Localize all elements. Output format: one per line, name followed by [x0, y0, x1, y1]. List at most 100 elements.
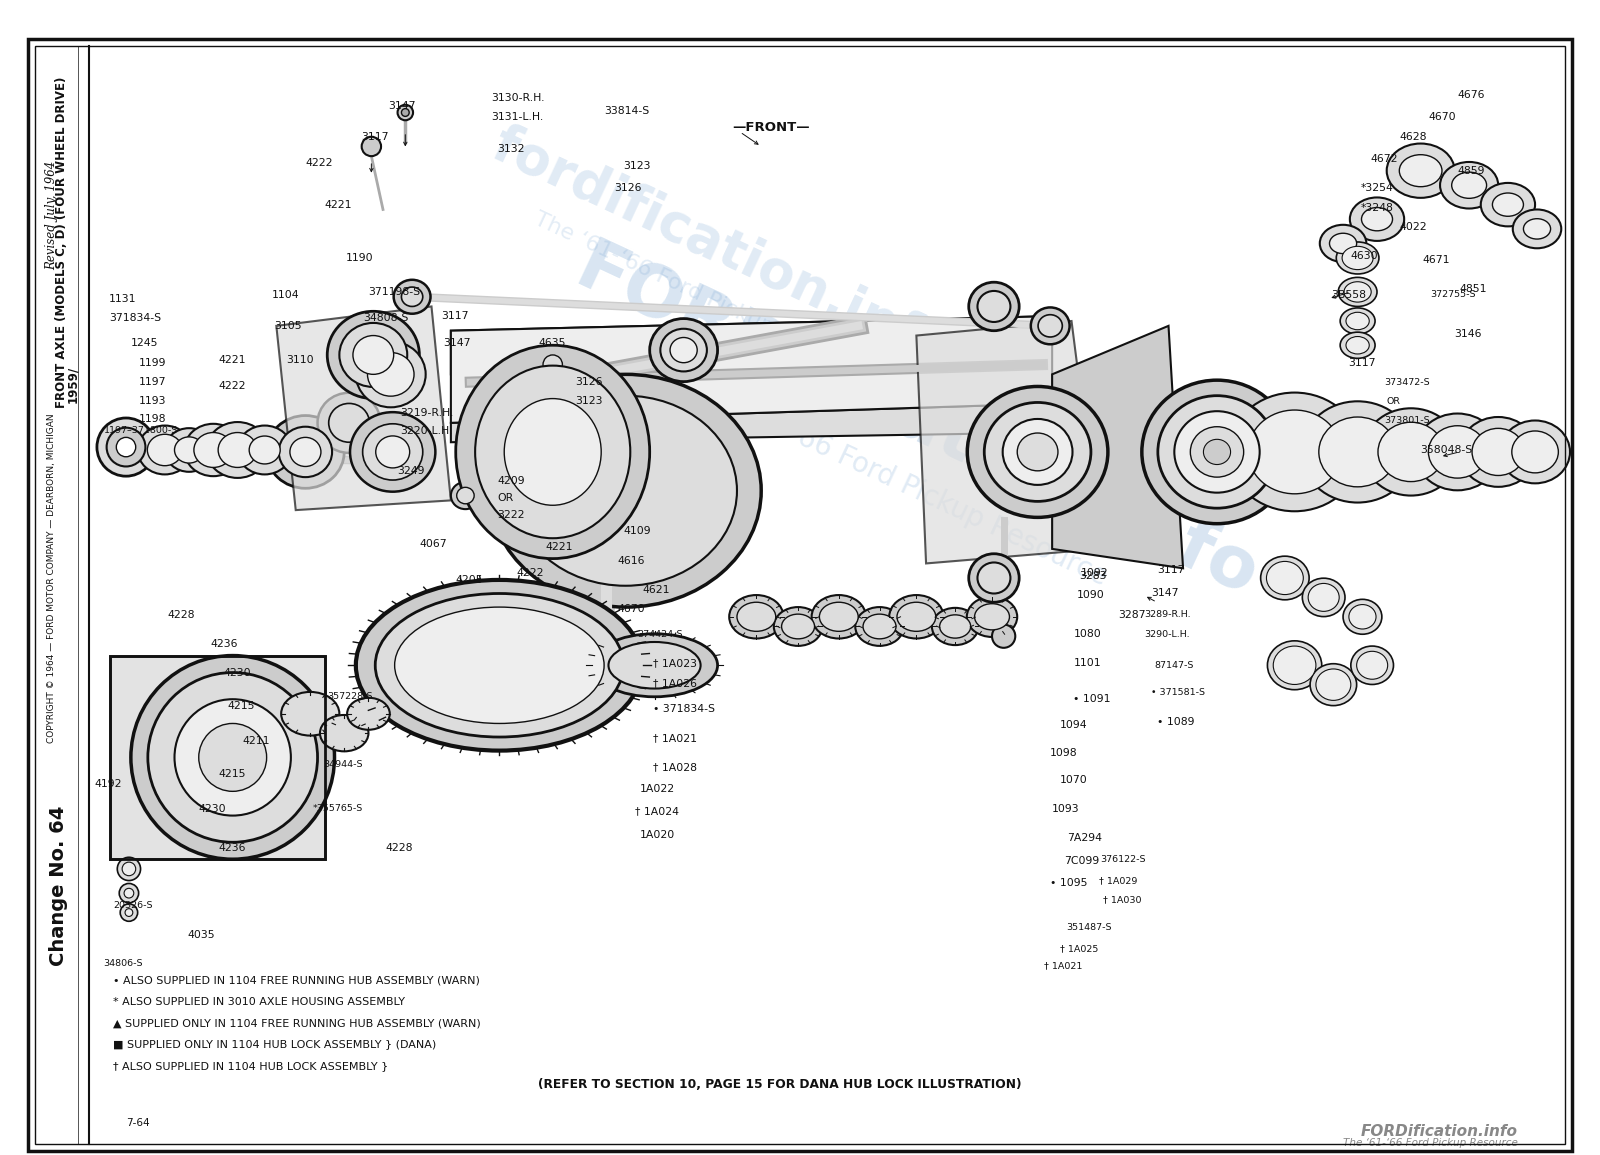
- Ellipse shape: [898, 602, 936, 632]
- Ellipse shape: [1248, 410, 1341, 494]
- Text: 1080: 1080: [1074, 629, 1101, 639]
- Text: 4230: 4230: [222, 668, 251, 678]
- Ellipse shape: [1357, 651, 1387, 679]
- Ellipse shape: [931, 608, 979, 646]
- Text: 3249: 3249: [397, 467, 426, 476]
- Text: 1101: 1101: [1074, 658, 1101, 669]
- Text: † 1A026: † 1A026: [653, 678, 696, 687]
- Ellipse shape: [1346, 336, 1370, 353]
- Text: † 1A029: † 1A029: [1099, 875, 1138, 885]
- Ellipse shape: [184, 424, 242, 476]
- Text: 1093: 1093: [1053, 804, 1080, 814]
- Ellipse shape: [1493, 193, 1523, 216]
- Ellipse shape: [339, 323, 408, 387]
- Text: OR: OR: [1387, 397, 1400, 407]
- Text: 4022: 4022: [1400, 222, 1427, 232]
- Text: COPYRIGHT © 1964 — FORD MOTOR COMPANY — DEARBORN, MICHIGAN: COPYRIGHT © 1964 — FORD MOTOR COMPANY — …: [46, 413, 56, 743]
- Ellipse shape: [1038, 314, 1062, 337]
- Ellipse shape: [1142, 380, 1293, 523]
- Text: 3123: 3123: [624, 161, 651, 171]
- Text: ■ SUPPLIED ONLY IN 1104 HUB LOCK ASSEMBLY } (DANA): ■ SUPPLIED ONLY IN 1104 HUB LOCK ASSEMBL…: [114, 1040, 437, 1050]
- Ellipse shape: [147, 672, 317, 842]
- Text: † ALSO SUPPLIED IN 1104 HUB LOCK ASSEMBLY }: † ALSO SUPPLIED IN 1104 HUB LOCK ASSEMBL…: [114, 1060, 389, 1071]
- Ellipse shape: [1310, 664, 1357, 706]
- Text: 87147-S: 87147-S: [1154, 661, 1194, 670]
- Circle shape: [117, 857, 141, 880]
- Ellipse shape: [1315, 669, 1350, 700]
- Text: 3117: 3117: [1157, 565, 1184, 575]
- Ellipse shape: [1318, 417, 1397, 487]
- Text: † 1A024: † 1A024: [635, 806, 678, 815]
- Ellipse shape: [1003, 419, 1072, 485]
- Ellipse shape: [1387, 143, 1454, 198]
- Text: 7A294: 7A294: [1067, 833, 1102, 843]
- Ellipse shape: [670, 337, 698, 363]
- Text: 4228: 4228: [168, 610, 195, 620]
- Ellipse shape: [939, 614, 971, 638]
- Text: 3105: 3105: [274, 321, 302, 330]
- Ellipse shape: [1346, 312, 1370, 329]
- Text: FORDification.info: FORDification.info: [1360, 1124, 1518, 1139]
- Ellipse shape: [218, 432, 258, 468]
- Text: 4671: 4671: [1422, 255, 1450, 264]
- Text: 351487-S: 351487-S: [1067, 923, 1112, 932]
- Ellipse shape: [514, 396, 738, 586]
- Ellipse shape: [819, 602, 858, 632]
- Circle shape: [107, 427, 146, 467]
- Polygon shape: [277, 306, 451, 511]
- Text: 358048-S: 358048-S: [1421, 445, 1474, 455]
- Ellipse shape: [1190, 426, 1243, 477]
- Ellipse shape: [363, 424, 422, 480]
- Text: 373801-S: 373801-S: [1384, 417, 1429, 425]
- Text: fordification.info: fordification.info: [485, 119, 960, 378]
- Ellipse shape: [1344, 282, 1371, 303]
- Ellipse shape: [355, 580, 643, 751]
- Ellipse shape: [1342, 246, 1373, 269]
- Text: 371834-S: 371834-S: [109, 313, 162, 323]
- Ellipse shape: [1174, 411, 1259, 493]
- Ellipse shape: [1301, 401, 1414, 502]
- Ellipse shape: [1414, 413, 1501, 491]
- Ellipse shape: [1341, 308, 1374, 334]
- Text: 1959/: 1959/: [66, 366, 78, 403]
- Text: ▲ SUPPLIED ONLY IN 1104 FREE RUNNING HUB ASSEMBLY (WARN): ▲ SUPPLIED ONLY IN 1104 FREE RUNNING HUB…: [114, 1018, 482, 1028]
- Text: 1193: 1193: [139, 396, 166, 407]
- Text: 1245: 1245: [131, 338, 158, 349]
- Ellipse shape: [347, 698, 390, 730]
- Text: 4230: 4230: [198, 804, 226, 814]
- Text: † 1A023: † 1A023: [653, 658, 696, 669]
- Text: † 1A021: † 1A021: [1045, 961, 1083, 970]
- Text: 4676: 4676: [1458, 90, 1485, 100]
- Ellipse shape: [978, 562, 1011, 594]
- Polygon shape: [451, 316, 1053, 423]
- Text: 1190: 1190: [346, 253, 374, 263]
- Ellipse shape: [198, 723, 267, 791]
- Ellipse shape: [504, 398, 602, 505]
- Ellipse shape: [475, 366, 630, 538]
- Ellipse shape: [1512, 431, 1558, 472]
- Text: 1A022: 1A022: [640, 784, 675, 795]
- Ellipse shape: [774, 608, 822, 646]
- Polygon shape: [109, 656, 325, 859]
- Text: 1131: 1131: [109, 293, 136, 304]
- Text: The ‘61-‘66 Ford Pickup Resource: The ‘61-‘66 Ford Pickup Resource: [531, 209, 875, 385]
- Text: FRONT AXLE (MODELS C, D) (FOUR WHEEL DRIVE): FRONT AXLE (MODELS C, D) (FOUR WHEEL DRI…: [54, 77, 67, 408]
- Text: 3219-R.H.: 3219-R.H.: [400, 408, 454, 418]
- Ellipse shape: [1350, 198, 1405, 241]
- Text: 1104: 1104: [272, 290, 299, 300]
- Circle shape: [397, 105, 413, 120]
- Ellipse shape: [862, 614, 896, 639]
- Ellipse shape: [592, 634, 717, 696]
- Ellipse shape: [1267, 561, 1304, 595]
- Text: 34806-S: 34806-S: [104, 960, 144, 968]
- Text: 4621: 4621: [643, 584, 670, 595]
- Text: 4616: 4616: [618, 556, 645, 566]
- Ellipse shape: [890, 595, 944, 639]
- Ellipse shape: [290, 438, 322, 467]
- Ellipse shape: [317, 393, 381, 453]
- Ellipse shape: [1451, 172, 1486, 199]
- Text: 3220-L.H.: 3220-L.H.: [400, 425, 453, 435]
- Text: 1197–371800-S: 1197–371800-S: [104, 426, 178, 435]
- Ellipse shape: [1203, 439, 1230, 464]
- Ellipse shape: [237, 425, 291, 475]
